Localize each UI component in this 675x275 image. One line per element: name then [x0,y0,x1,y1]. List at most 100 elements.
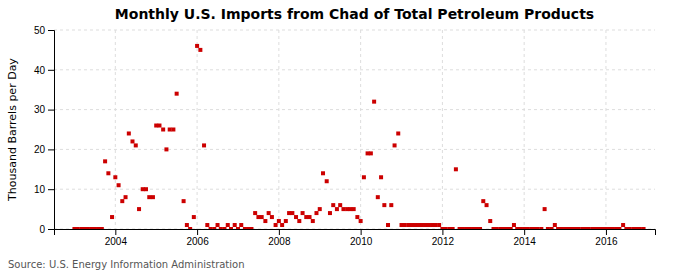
point [311,219,315,223]
point [539,227,543,229]
y-grid-line [54,109,655,110]
y-axis-tick-label: 40 [34,65,46,76]
point [481,199,485,203]
point [478,227,482,229]
y-axis-tick-label: 10 [34,184,46,195]
point [192,215,196,219]
point [386,223,390,227]
point [280,223,284,227]
point [267,211,271,215]
y-axis-tick-mark [48,70,54,71]
point [284,219,288,223]
point [127,131,131,135]
point [413,223,417,227]
point [260,215,264,219]
point [321,171,325,175]
point [164,147,168,151]
point [86,227,90,229]
point [182,199,186,203]
point [621,223,625,227]
point [168,128,172,132]
x-axis-tick-mark [197,229,198,235]
point [642,227,646,229]
x-axis-tick-label: 2014 [514,236,537,247]
x-axis-tick: 2006 [186,229,209,247]
point [556,227,560,229]
point [495,227,499,229]
point [362,175,366,179]
x-grid-line [115,30,116,229]
point [212,227,216,229]
x-axis-tick-label: 2004 [105,236,128,247]
point [485,203,489,207]
point [628,227,632,229]
x-axis-tick-label: 2008 [268,236,291,247]
point [546,227,550,229]
x-axis-tick: 2010 [350,229,373,247]
point [106,171,110,175]
point [488,219,492,223]
point [301,211,305,215]
point [341,207,345,211]
point [617,227,621,229]
point [396,131,400,135]
y-axis: 01020304050 [34,25,55,235]
y-axis-tick-mark [48,229,54,230]
point [437,223,441,227]
point [423,223,427,227]
point [202,143,206,147]
chart-container: 200420062008201020122014201601020304050M… [0,0,675,275]
point [372,100,376,104]
point [113,175,117,179]
x-grid-line [605,30,606,229]
point [352,207,356,211]
point [253,211,257,215]
x-axis-tick-label: 2006 [186,236,209,247]
point [454,167,458,171]
point [216,223,220,227]
point [389,203,393,207]
point [543,207,547,211]
y-grid-line [54,149,655,150]
x-axis-tick-mark [115,229,116,235]
x-axis-tick-mark [524,229,525,235]
point [249,227,253,229]
y-axis-tick: 0 [39,224,54,235]
chart-svg: 200420062008201020122014201601020304050M… [0,0,675,275]
point [297,219,301,223]
point [263,219,267,223]
x-axis-tick: 2008 [268,229,291,247]
point [76,227,80,229]
point [536,227,540,229]
point [355,215,359,219]
point [290,211,294,215]
point [209,227,213,229]
y-axis-tick: 40 [34,65,54,76]
point [512,223,516,227]
point [577,227,581,229]
point [144,187,148,191]
point [509,227,513,229]
y-grid-line [54,69,655,70]
y-axis-tick-label: 50 [34,25,46,36]
point [314,211,318,215]
point [525,227,529,229]
point [331,203,335,207]
point [294,215,298,219]
point [124,195,128,199]
point [382,203,386,207]
x-axis-tick: 2012 [432,229,455,247]
point [171,128,175,132]
x-grid-line [360,30,361,229]
x-grid-line [278,30,279,229]
point [236,227,240,229]
y-axis-tick: 50 [34,25,54,36]
point [100,227,104,229]
point [198,48,202,52]
y-axis-tick: 20 [34,144,54,155]
point [607,227,611,229]
point [328,211,332,215]
y-axis-tick-label: 20 [34,144,46,155]
points [72,44,645,229]
point [274,223,278,227]
